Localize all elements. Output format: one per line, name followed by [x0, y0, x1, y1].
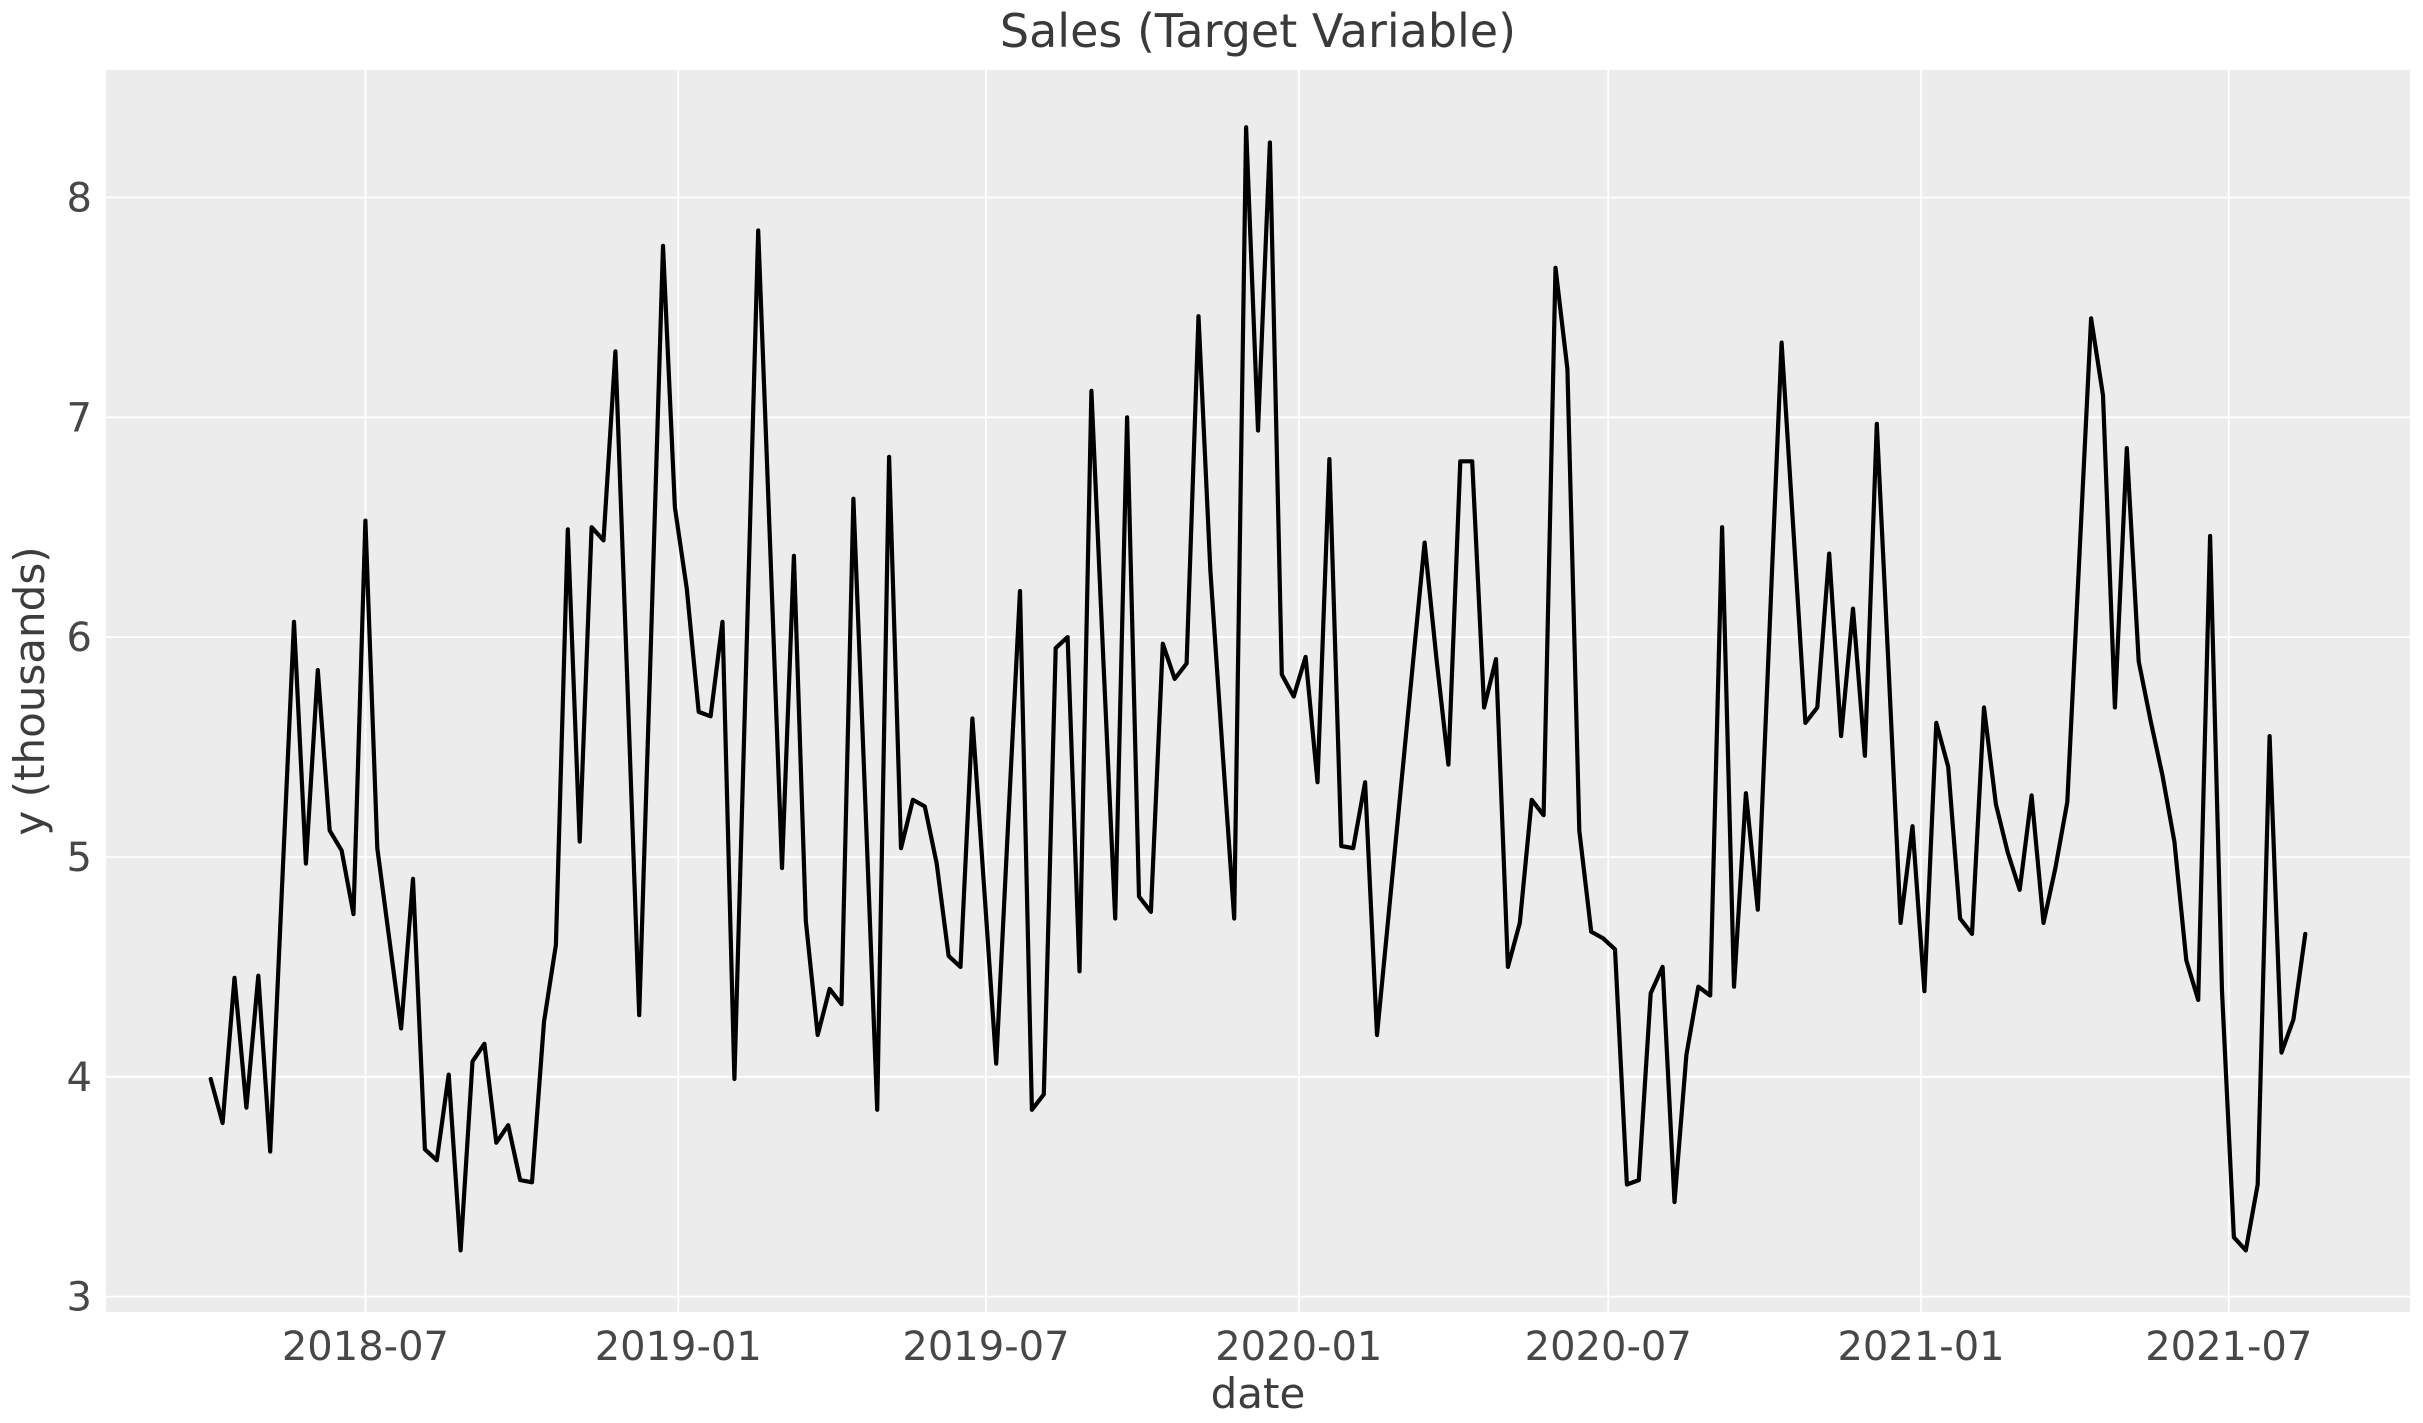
y-tick-label: 4: [67, 1055, 92, 1101]
x-tick-label: 2020-01: [1215, 1324, 1382, 1370]
x-tick-label: 2019-07: [902, 1324, 1069, 1370]
y-tick-label: 6: [67, 615, 92, 661]
x-axis-label: date: [1211, 1369, 1306, 1418]
y-tick-label: 7: [67, 395, 92, 441]
y-tick-label: 5: [67, 835, 92, 881]
x-tick-label: 2020-07: [1525, 1324, 1692, 1370]
y-tick-label: 8: [67, 175, 92, 221]
x-tick-label: 2019-01: [595, 1324, 762, 1370]
x-tick-label: 2021-01: [1837, 1324, 2004, 1370]
y-tick-label: 3: [67, 1275, 92, 1321]
sales-series-line: [208, 125, 2308, 1253]
x-tick-label: 2018-07: [282, 1324, 449, 1370]
y-axis-label: y (thousands): [5, 546, 54, 835]
chart-title: Sales (Target Variable): [1000, 4, 1516, 58]
x-tick-label: 2021-07: [2145, 1324, 2312, 1370]
